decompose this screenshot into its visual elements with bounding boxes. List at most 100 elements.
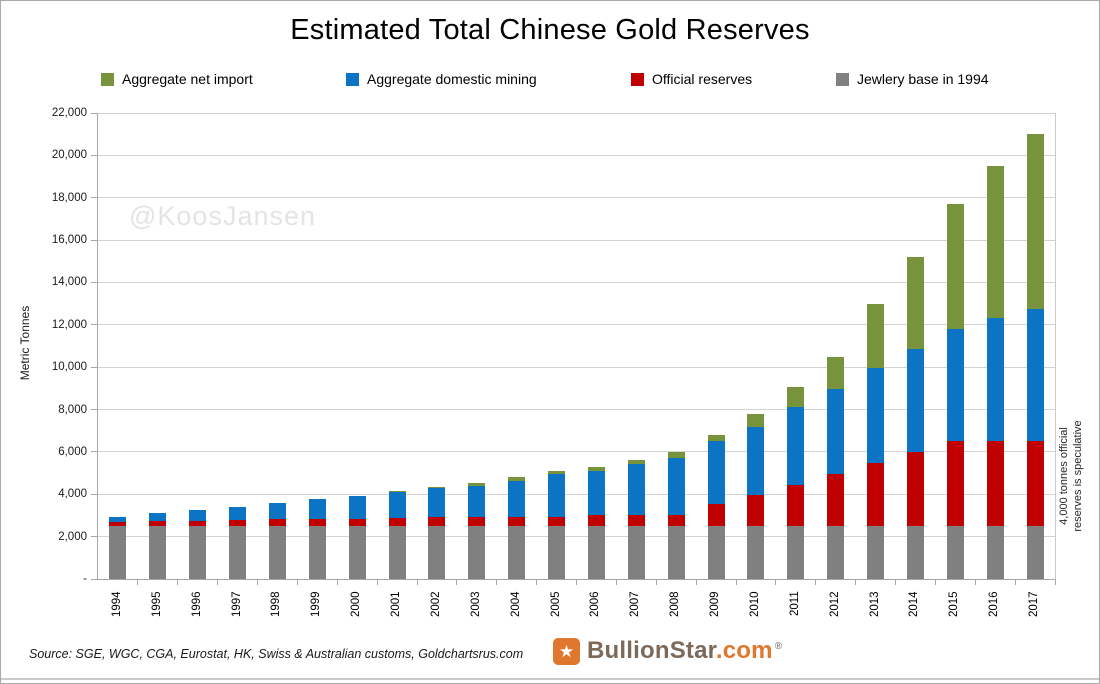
category-1997 <box>218 113 258 579</box>
y-axis-tick <box>91 281 97 283</box>
gridline-8000 <box>98 409 1055 411</box>
y-axis-tick <box>91 409 97 411</box>
category-2014 <box>896 113 936 579</box>
x-axis-label-1995: 1995 <box>150 591 163 617</box>
x-axis-tick <box>855 580 857 585</box>
bar-segment-2015 <box>946 329 964 442</box>
bar-segment-2016 <box>986 441 1004 527</box>
gridline-10000 <box>98 366 1055 368</box>
bar-segment-2002 <box>428 487 446 517</box>
x-axis-tick <box>257 580 258 585</box>
x-axis-tick <box>655 580 657 585</box>
y-axis-tick <box>91 366 97 368</box>
x-axis-label-2011: 2011 <box>788 591 801 617</box>
x-axis-label-2005: 2005 <box>549 591 562 617</box>
x-axis-tick <box>137 580 139 585</box>
x-axis-label-2002: 2002 <box>429 591 442 617</box>
x-axis-tick <box>177 580 179 585</box>
x-axis-label-2017: 2017 <box>1028 591 1041 617</box>
y-axis-tick <box>91 197 97 199</box>
y-axis-tick-label: 16,000 <box>51 234 87 247</box>
x-axis-tick <box>615 580 617 585</box>
legend-item-2: Official reserves <box>631 71 752 87</box>
y-axis-title: Metric Tonnes <box>18 305 32 381</box>
bar-2010 <box>747 413 765 579</box>
x-axis-tick <box>1054 580 1056 585</box>
x-axis-tick <box>456 580 458 585</box>
y-axis-tick-label: 6,000 <box>58 445 87 458</box>
registered-mark: ® <box>774 641 783 652</box>
bar-segment-2000 <box>348 496 366 519</box>
bar-segment-1998 <box>268 502 286 519</box>
bar-segment-2013 <box>867 303 885 369</box>
bar-2005 <box>548 470 566 579</box>
bar-segment-2001 <box>388 492 406 518</box>
bar-segment-2009 <box>707 526 725 579</box>
bar-1996 <box>189 510 207 579</box>
bar-2011 <box>787 387 805 579</box>
category-2010 <box>736 113 776 579</box>
watermark: @KoosJansen <box>129 201 317 231</box>
bar-segment-2002 <box>428 526 446 579</box>
bar-segment-2001 <box>388 526 406 579</box>
bar-segment-2004 <box>508 477 526 481</box>
bar-2012 <box>827 356 845 579</box>
gridline-2000 <box>98 536 1055 538</box>
bar-segment-2012 <box>827 474 845 527</box>
category-1995 <box>138 113 178 579</box>
bar-segment-2014 <box>906 349 924 452</box>
category-1998 <box>258 113 298 579</box>
y-axis-tick <box>91 536 97 538</box>
source-note: Source: SGE, WGC, CGA, Eurostat, HK, Swi… <box>29 647 524 661</box>
bar-segment-1994 <box>109 526 127 579</box>
bar-segment-2016 <box>986 165 1004 319</box>
y-axis-tick <box>91 239 97 241</box>
x-axis-tick <box>735 580 737 585</box>
y-axis-tick-label: 10,000 <box>51 361 87 374</box>
y-axis-tick <box>91 493 97 495</box>
x-axis-tick <box>934 580 936 585</box>
x-axis-tick <box>974 580 976 585</box>
bar-segment-2008 <box>667 458 685 516</box>
x-axis-tick <box>1014 580 1016 585</box>
category-2002 <box>417 113 457 579</box>
bar-segment-1996 <box>189 520 207 527</box>
bar-2014 <box>906 257 924 579</box>
bar-segment-2014 <box>906 526 924 579</box>
x-axis-label-2012: 2012 <box>828 591 841 617</box>
category-2004 <box>497 113 537 579</box>
y-axis-tick <box>91 324 97 326</box>
bar-segment-2003 <box>468 482 486 486</box>
gridline-16000 <box>98 239 1055 241</box>
bar-segment-2014 <box>906 257 924 350</box>
y-axis-tick-label: 8,000 <box>58 403 87 416</box>
speculative-note-line1: 4,000 tonnes official <box>1058 427 1070 525</box>
bar-segment-2013 <box>867 462 885 527</box>
plot-area <box>91 112 1056 585</box>
x-axis-label-1994: 1994 <box>110 591 123 617</box>
gridline-22000 <box>98 112 1055 114</box>
bar-2017 <box>1026 134 1044 579</box>
bar-segment-2007 <box>627 515 645 527</box>
y-axis-tick-label: 2,000 <box>58 530 87 543</box>
category-2017 <box>1015 113 1055 579</box>
y-axis-tick-label: 4,000 <box>58 488 87 501</box>
x-axis-label-2000: 2000 <box>350 591 363 617</box>
x-axis-label-1998: 1998 <box>270 591 283 617</box>
category-2016 <box>975 113 1015 579</box>
bar-segment-2004 <box>508 526 526 579</box>
bar-2009 <box>707 434 725 579</box>
x-axis-label-2001: 2001 <box>390 591 403 617</box>
bar-segment-2005 <box>548 474 566 517</box>
bar-segment-1995 <box>149 526 167 579</box>
bar-segment-1994 <box>109 521 127 527</box>
category-2012 <box>816 113 856 579</box>
bar-segment-1997 <box>229 519 247 527</box>
logo-brand: BullionStar <box>587 637 716 664</box>
bar-segment-2007 <box>627 526 645 579</box>
bar-2001 <box>388 491 406 579</box>
bar-segment-2016 <box>986 526 1004 579</box>
category-2003 <box>457 113 497 579</box>
bar-2004 <box>508 477 526 579</box>
